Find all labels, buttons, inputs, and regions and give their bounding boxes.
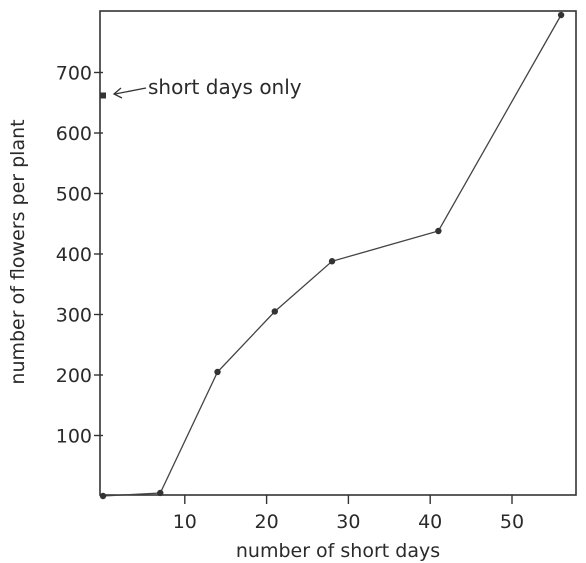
y-axis: 100 200 300 400 500 600 700 [56,63,103,448]
x-axis: 10 20 30 40 50 [173,495,524,533]
y-tick-label: 100 [56,426,92,448]
y-tick-label: 500 [56,184,92,206]
plot-frame [99,10,577,496]
x-tick-label: 50 [500,511,524,533]
y-tick-label: 600 [56,123,92,145]
data-point [214,368,221,376]
data-series [99,11,565,500]
x-tick-label: 20 [255,511,279,533]
data-point [557,11,565,19]
annotation-arrow-shaft [114,87,147,95]
data-point [435,227,442,235]
annotation-label: short days only [148,75,302,99]
annotation-group: short days only [100,75,302,99]
x-axis-title: number of short days [236,540,440,562]
x-tick-label: 40 [418,511,442,533]
y-tick-label: 200 [56,365,92,387]
y-tick-label: 700 [56,63,92,85]
y-tick-label: 400 [56,244,92,266]
y-axis-title: number of flowers per plant [7,119,29,384]
reference-point-marker [100,92,106,99]
annotation-arrow-head [112,87,123,99]
data-point [99,492,107,500]
data-point [157,489,164,497]
y-tick-label: 300 [56,305,92,327]
x-tick-label: 10 [173,511,197,533]
data-point [271,308,278,315]
x-tick-label: 30 [336,511,360,533]
data-point [328,258,336,265]
